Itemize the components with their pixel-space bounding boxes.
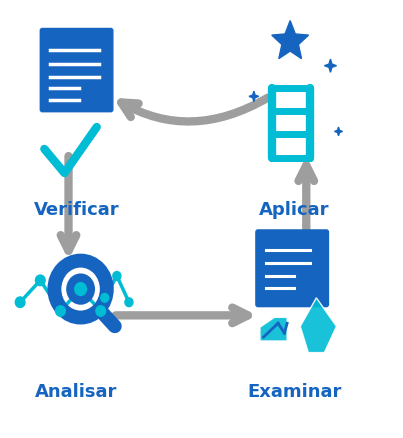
Text: Verificar: Verificar	[34, 201, 119, 219]
Polygon shape	[260, 317, 287, 341]
Text: Examinar: Examinar	[247, 383, 341, 401]
Circle shape	[35, 275, 45, 286]
Text: Analisar: Analisar	[35, 383, 118, 401]
Polygon shape	[272, 21, 309, 59]
Circle shape	[76, 284, 85, 294]
Polygon shape	[249, 91, 259, 102]
Circle shape	[56, 306, 65, 316]
Circle shape	[66, 273, 95, 305]
Polygon shape	[324, 59, 337, 72]
Circle shape	[96, 306, 106, 316]
Circle shape	[101, 293, 109, 302]
Polygon shape	[300, 298, 337, 353]
Circle shape	[15, 297, 25, 307]
Polygon shape	[334, 127, 343, 136]
Text: Aplicar: Aplicar	[259, 201, 329, 219]
FancyBboxPatch shape	[256, 230, 328, 307]
FancyBboxPatch shape	[40, 28, 113, 112]
Circle shape	[113, 272, 121, 280]
Circle shape	[125, 298, 133, 307]
Circle shape	[74, 282, 87, 296]
